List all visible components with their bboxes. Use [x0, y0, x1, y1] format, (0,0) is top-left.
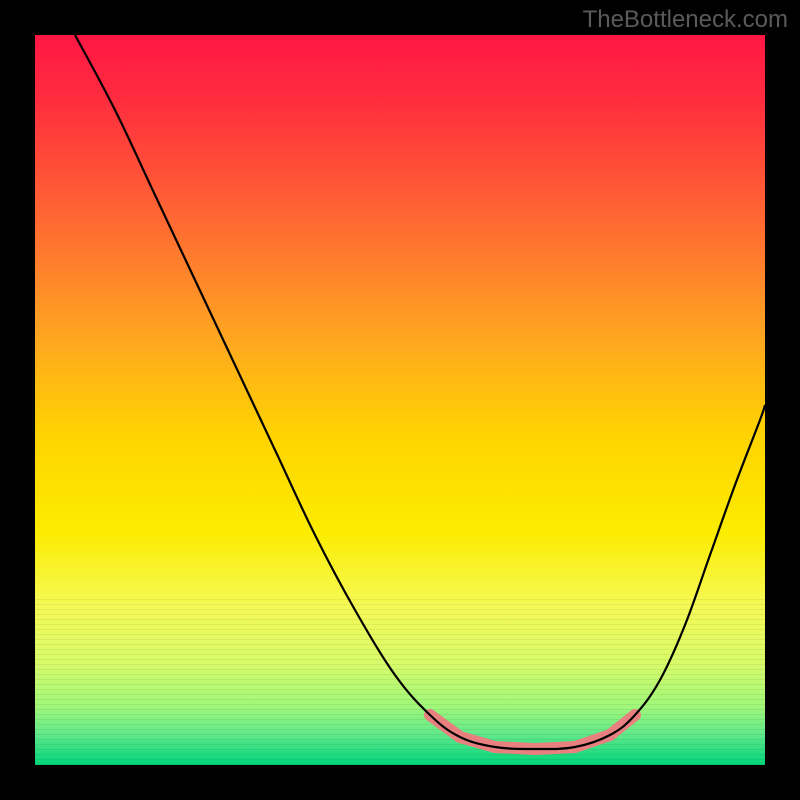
chart-svg	[35, 35, 765, 765]
bottleneck-chart	[35, 35, 765, 765]
chart-background	[35, 35, 765, 765]
watermark-text: TheBottleneck.com	[583, 6, 788, 34]
